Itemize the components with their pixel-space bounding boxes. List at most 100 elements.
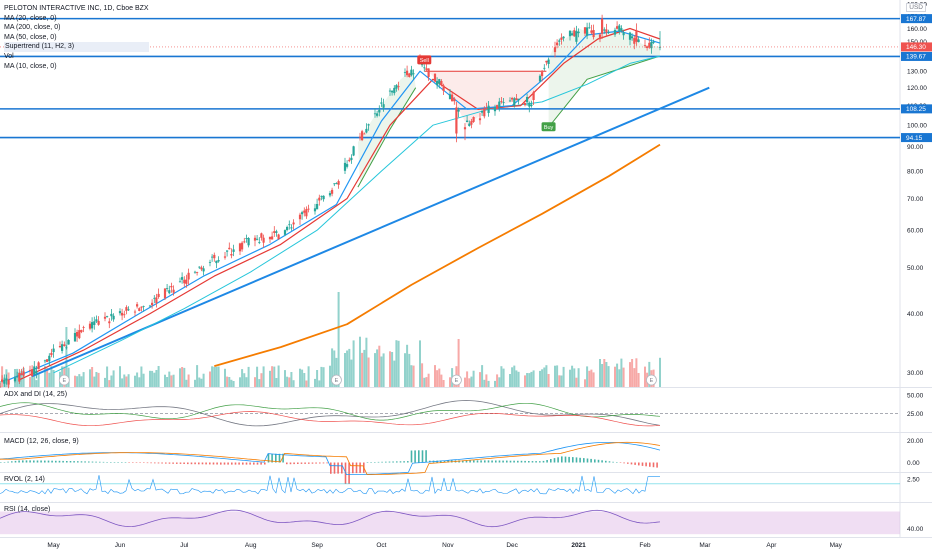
macd-histogram-bar [443,460,446,463]
volume-bar [397,340,400,387]
volume-bar [106,366,109,387]
volume-bar [620,358,623,387]
indicator-ma50[interactable]: MA (50, close, 0) [4,33,57,41]
volume-bar [168,371,171,387]
indicator-vol[interactable]: Vol [4,52,14,60]
volume-bar [479,372,481,387]
candle-body [28,369,32,371]
volume-bar [365,337,368,387]
volume-bar [556,365,559,387]
earnings-label: E [650,378,654,384]
volume-bar [200,378,203,387]
earnings-marker[interactable]: E [331,374,342,386]
last-price-label: 146.30 [906,44,926,51]
candle-body [457,109,460,112]
indicator-supertrend[interactable]: Supertrend (11, H2, 3) [4,42,149,52]
macd-histogram-bar [407,461,409,463]
earnings-marker[interactable]: E [646,374,657,386]
candle-body [412,73,415,75]
indicator-ma20[interactable]: MA (20, close, 0) [4,14,57,22]
adx-pane-label[interactable]: ADX and DI (14, 25) [4,391,68,398]
volume-bar [468,378,471,387]
candle-body [541,72,544,77]
rsi-pane-label[interactable]: RSI (14, close) [4,506,51,513]
macd-histogram-bar [66,461,68,463]
volume-bar [421,363,424,387]
candle-body [575,31,578,42]
macd-histogram-bar [531,461,534,463]
macd-histogram-bar [154,462,156,464]
candle-body [58,346,62,348]
volume-bar [590,369,593,387]
candle-body [560,37,563,40]
candle-body [48,355,51,362]
volume-bar [292,380,295,387]
sell-signal[interactable]: Sell [417,55,432,65]
volume-bar [603,359,606,387]
earnings-circle [331,374,342,386]
macd-histogram-bar [293,462,295,465]
macd-histogram-bar [165,462,167,464]
candle-body [1,379,4,382]
volume-bar [50,366,53,387]
macd-histogram-bar [44,460,46,463]
volume-bar [631,359,634,387]
volume-bar [277,365,280,387]
candle-body [493,107,497,112]
candle-body [202,268,205,272]
macd-histogram-bar [179,462,182,464]
candle-body [288,224,291,226]
macd-histogram-bar [535,461,537,463]
candle-body [286,227,289,230]
macd-histogram-bar [311,462,314,464]
macd-pane-label[interactable]: MACD (12, 26, close, 9) [4,438,79,445]
buy-signal[interactable]: Buy [541,122,556,132]
earnings-marker[interactable]: E [58,374,70,386]
candle-body [198,266,201,268]
macd-histogram-bar [337,462,339,474]
volume-bar [97,372,100,387]
time-axis-label: Dec [506,542,518,549]
candle-body [361,131,364,141]
chart-title: PELOTON INTERACTIVE INC, 1D, Cboe BZX [4,5,149,12]
volume-bar [588,370,591,387]
volume-bar [352,340,355,387]
volume-bar [363,349,366,387]
candle-body [478,118,482,121]
volume-bar [37,373,40,387]
candle-body [498,101,501,107]
indicator-ma10[interactable]: MA (10, close, 0) [4,62,57,70]
adx-line [0,400,661,427]
macd-histogram-bar [183,462,185,464]
volume-bar [273,366,276,387]
macd-histogram-bar [319,462,321,464]
volume-bar [213,366,216,387]
supertrend-fill [424,67,547,126]
adx-tick-label: 50.00 [907,393,924,400]
macd-histogram-bar [14,460,17,463]
time-axis-label: Aug [245,542,257,549]
candle-body [88,323,92,329]
macd-histogram-bar [253,462,255,465]
rvol-pane-label[interactable]: RVOL (2, 14) [4,476,45,483]
earnings-marker[interactable]: E [451,374,462,386]
currency-badge[interactable]: USD [906,3,926,12]
volume-bar [472,370,475,387]
volume-bar [378,345,381,387]
candle-body [515,98,518,100]
candle-body [185,279,188,284]
price-tick-label: 30.00 [907,370,924,377]
price-tick-label: 40.00 [907,311,924,318]
volume-bar [335,357,338,387]
level-price-tag [901,14,932,24]
macd-histogram-bar [0,462,2,463]
macd-histogram-bar [187,462,189,465]
ma10-line [8,30,661,381]
candle-body [76,332,79,337]
candle-body [502,102,505,103]
indicator-ma200[interactable]: MA (200, close, 0) [4,24,61,32]
macd-histogram-bar [616,462,618,463]
price-tick-label: 100.00 [907,122,927,129]
